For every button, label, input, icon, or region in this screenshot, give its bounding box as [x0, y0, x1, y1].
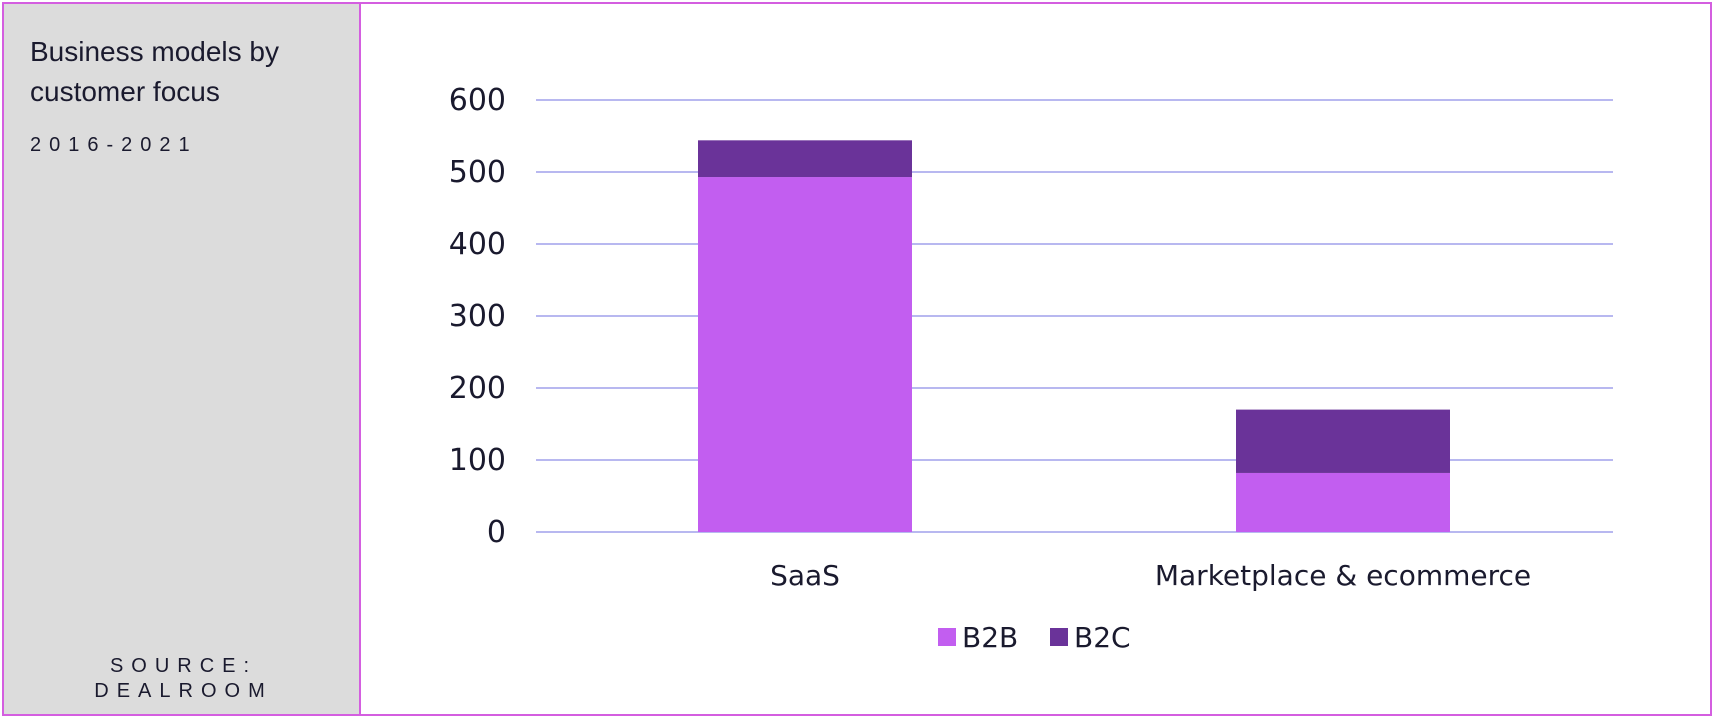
legend: B2B B2C — [938, 621, 1131, 654]
y-tick-label: 600 — [449, 83, 506, 118]
source-note: SOURCE: DEALROOM — [4, 654, 363, 704]
y-tick-label: 200 — [449, 371, 506, 406]
sidebar: Business models by customer focus 2016-2… — [2, 2, 361, 716]
y-tick-label: 300 — [449, 299, 506, 334]
x-category-label: SaaS — [770, 559, 840, 592]
legend-label-b2b: B2B — [962, 621, 1018, 654]
bars — [698, 140, 1450, 533]
y-tick-label: 400 — [449, 227, 506, 262]
legend-swatch-b2b — [938, 628, 956, 646]
bar-b2c — [698, 140, 912, 178]
chart-title: Business models by customer focus — [30, 36, 280, 107]
gridlines — [536, 99, 1613, 533]
stacked-bar-chart: 0 100 200 300 400 500 600 SaaS Marketplace & ec… — [449, 83, 1613, 654]
chart-subtitle: 2016-2021 — [30, 134, 198, 156]
bar-b2b — [698, 177, 912, 533]
y-axis: 0 100 200 300 400 500 600 — [449, 83, 506, 550]
x-category-label: Marketplace & ecommerce — [1155, 559, 1531, 592]
source-label: SOURCE: — [109, 655, 258, 677]
bar-b2c — [1236, 409, 1450, 473]
y-tick-label: 100 — [449, 443, 506, 478]
y-tick-label: 500 — [449, 155, 506, 190]
bar-b2b — [1236, 472, 1450, 532]
source-name: DEALROOM — [94, 680, 273, 702]
legend-swatch-b2c — [1050, 628, 1068, 646]
y-tick-label: 0 — [487, 515, 506, 550]
legend-label-b2c: B2C — [1074, 621, 1131, 654]
x-axis: SaaS Marketplace & ecommerce — [770, 559, 1531, 592]
